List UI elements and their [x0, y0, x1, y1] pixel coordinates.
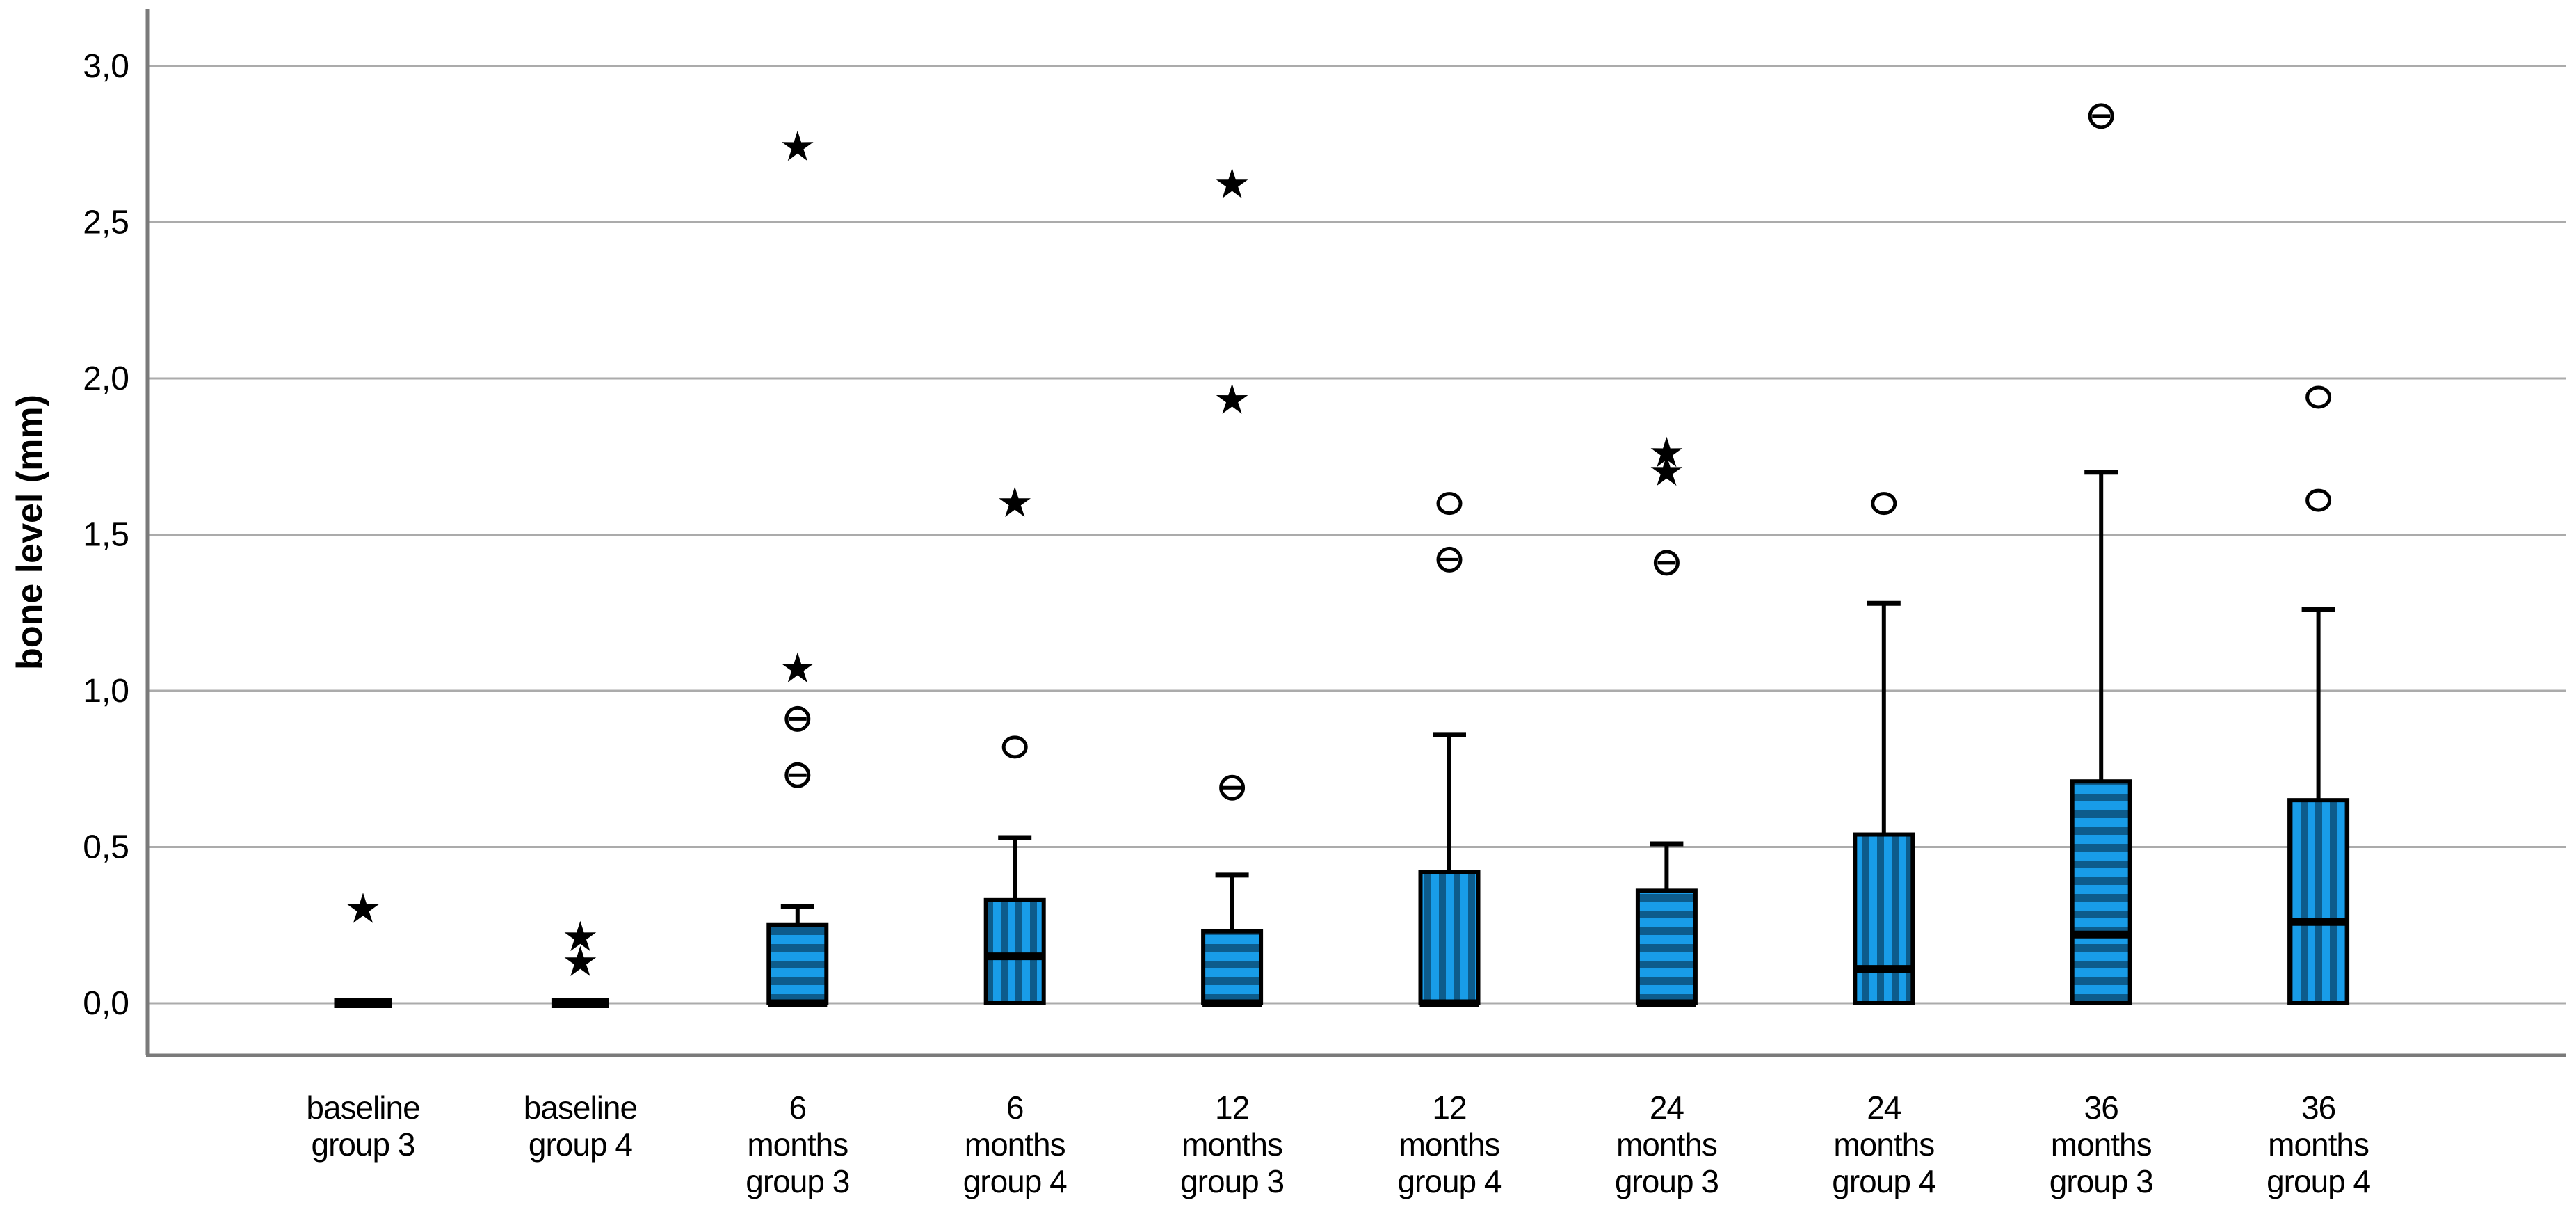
- extreme-star-6-months-group-3-2: [782, 652, 814, 682]
- x-tick-label-baseline-group-4: baseline group 4: [524, 1089, 637, 1163]
- x-tick-label-line: group 4: [1397, 1163, 1501, 1199]
- y-axis-title: bone level (mm): [10, 394, 50, 670]
- x-tick-label-line: group 3: [1615, 1163, 1718, 1199]
- x-tick-label-line: months: [965, 1126, 1065, 1163]
- x-tick-label-line: 6: [789, 1089, 807, 1126]
- x-tick-label-line: group 4: [963, 1163, 1067, 1199]
- box-group-36-months-group-4: [2287, 385, 2350, 1006]
- x-tick-label-line: 36: [2301, 1089, 2335, 1126]
- y-tick-label-0,0: 0,0: [83, 985, 129, 1022]
- y-tick-label-1,0: 1,0: [83, 673, 129, 710]
- x-tick-label-line: group 3: [311, 1126, 414, 1163]
- outlier-circle-36-months-group-4-1: [2305, 385, 2332, 409]
- x-tick-label-line: 12: [1432, 1089, 1466, 1126]
- x-tick-label-line: months: [1399, 1126, 1500, 1163]
- x-tick-label-6-months-group-4: 6 months group 4: [963, 1089, 1067, 1199]
- x-tick-label-24-months-group-4: 24 months group 4: [1832, 1089, 1935, 1199]
- extreme-star-6-months-group-4-1: [999, 486, 1031, 517]
- box-group-baseline-group-4: [551, 920, 609, 1008]
- x-tick-label-12-months-group-3: 12 months group 3: [1180, 1089, 1284, 1199]
- outlier-double-circle-24-months-group-3-0: [1653, 550, 1680, 576]
- outlier-circle-12-months-group-4-1: [1436, 492, 1463, 516]
- x-tick-label-line: group 3: [1180, 1163, 1284, 1199]
- box-group-6-months-group-3: [766, 130, 829, 1007]
- box-24-months-group-3: [1635, 888, 1698, 1005]
- extreme-star-12-months-group-3-1: [1216, 383, 1248, 414]
- box-group-36-months-group-3: [2070, 103, 2132, 1005]
- x-tick-label-line: 24: [1650, 1089, 1684, 1126]
- box-group-24-months-group-4: [1853, 492, 1915, 1006]
- box-36-months-group-3: [2070, 779, 2132, 1005]
- extreme-star-6-months-group-3-3: [782, 130, 814, 161]
- extreme-star-baseline-group-3-0: [347, 893, 379, 923]
- x-tick-label-line: group 4: [1832, 1163, 1935, 1199]
- box-6-months-group-3: [766, 922, 829, 1005]
- box-12-months-group-3: [1201, 929, 1264, 1005]
- collapsed-box-baseline-group-4: [551, 998, 609, 1008]
- x-tick-label-line: months: [2268, 1126, 2369, 1163]
- box-group-24-months-group-3: [1635, 436, 1698, 1007]
- x-tick-label-line: 36: [2084, 1089, 2118, 1126]
- x-tick-label-line: months: [1616, 1126, 1717, 1163]
- box-group-12-months-group-4: [1418, 492, 1481, 1007]
- box-group-12-months-group-3: [1201, 168, 1264, 1007]
- extreme-star-baseline-group-4-1: [564, 945, 597, 976]
- x-tick-label-line: group 3: [746, 1163, 849, 1199]
- outlier-circle-24-months-group-4-0: [1871, 492, 1897, 516]
- outlier-circle-6-months-group-4-0: [1001, 735, 1028, 759]
- box-24-months-group-4: [1853, 832, 1915, 1006]
- extreme-star-12-months-group-3-2: [1216, 168, 1248, 198]
- box-group-baseline-group-3: [334, 893, 392, 1008]
- x-tick-label-line: group 3: [2050, 1163, 2153, 1199]
- outlier-double-circle-12-months-group-3-0: [1219, 774, 1246, 801]
- x-tick-label-line: 24: [1867, 1089, 1901, 1126]
- outlier-double-circle-6-months-group-3-1: [784, 705, 811, 732]
- y-tick-label-2,5: 2,5: [83, 205, 129, 241]
- outlier-circle-36-months-group-4-0: [2305, 488, 2332, 512]
- extreme-star-baseline-group-4-0: [564, 920, 597, 952]
- x-tick-label-line: group 4: [2267, 1163, 2370, 1199]
- box-36-months-group-4: [2287, 798, 2350, 1006]
- x-tick-label-line: months: [2051, 1126, 2152, 1163]
- x-tick-label-line: baseline: [524, 1089, 637, 1126]
- extreme-star-24-months-group-3-1: [1650, 455, 1683, 486]
- y-tick-label-2,0: 2,0: [83, 360, 129, 397]
- x-tick-label-6-months-group-3: 6 months group 3: [746, 1089, 849, 1199]
- x-tick-label-line: months: [1833, 1126, 1934, 1163]
- x-tick-label-12-months-group-4: 12 months group 4: [1397, 1089, 1501, 1199]
- box-group-6-months-group-4: [983, 486, 1046, 1005]
- y-tick-label-1,5: 1,5: [83, 517, 129, 554]
- x-tick-label-36-months-group-4: 36 months group 4: [2267, 1089, 2370, 1199]
- box-12-months-group-4: [1418, 870, 1481, 1006]
- outlier-double-circle-12-months-group-4-0: [1436, 546, 1463, 573]
- x-tick-label-line: 6: [1006, 1089, 1024, 1126]
- y-tick-label-0,5: 0,5: [83, 829, 129, 866]
- x-tick-label-line: baseline: [306, 1089, 419, 1126]
- x-tick-label-36-months-group-3: 36 months group 3: [2050, 1089, 2153, 1199]
- x-tick-label-line: months: [747, 1126, 848, 1163]
- box-6-months-group-4: [983, 897, 1046, 1005]
- x-tick-label-line: months: [1182, 1126, 1282, 1163]
- extreme-star-24-months-group-3-2: [1650, 436, 1683, 468]
- collapsed-box-baseline-group-3: [334, 998, 392, 1008]
- x-tick-label-baseline-group-3: baseline group 3: [306, 1089, 419, 1163]
- x-tick-label-24-months-group-3: 24 months group 3: [1615, 1089, 1718, 1199]
- outlier-double-circle-36-months-group-3-0: [2088, 103, 2114, 129]
- x-tick-label-line: 12: [1215, 1089, 1249, 1126]
- outlier-double-circle-6-months-group-3-0: [784, 762, 811, 788]
- x-tick-label-line: group 4: [529, 1126, 632, 1163]
- y-tick-label-3,0: 3,0: [83, 48, 129, 85]
